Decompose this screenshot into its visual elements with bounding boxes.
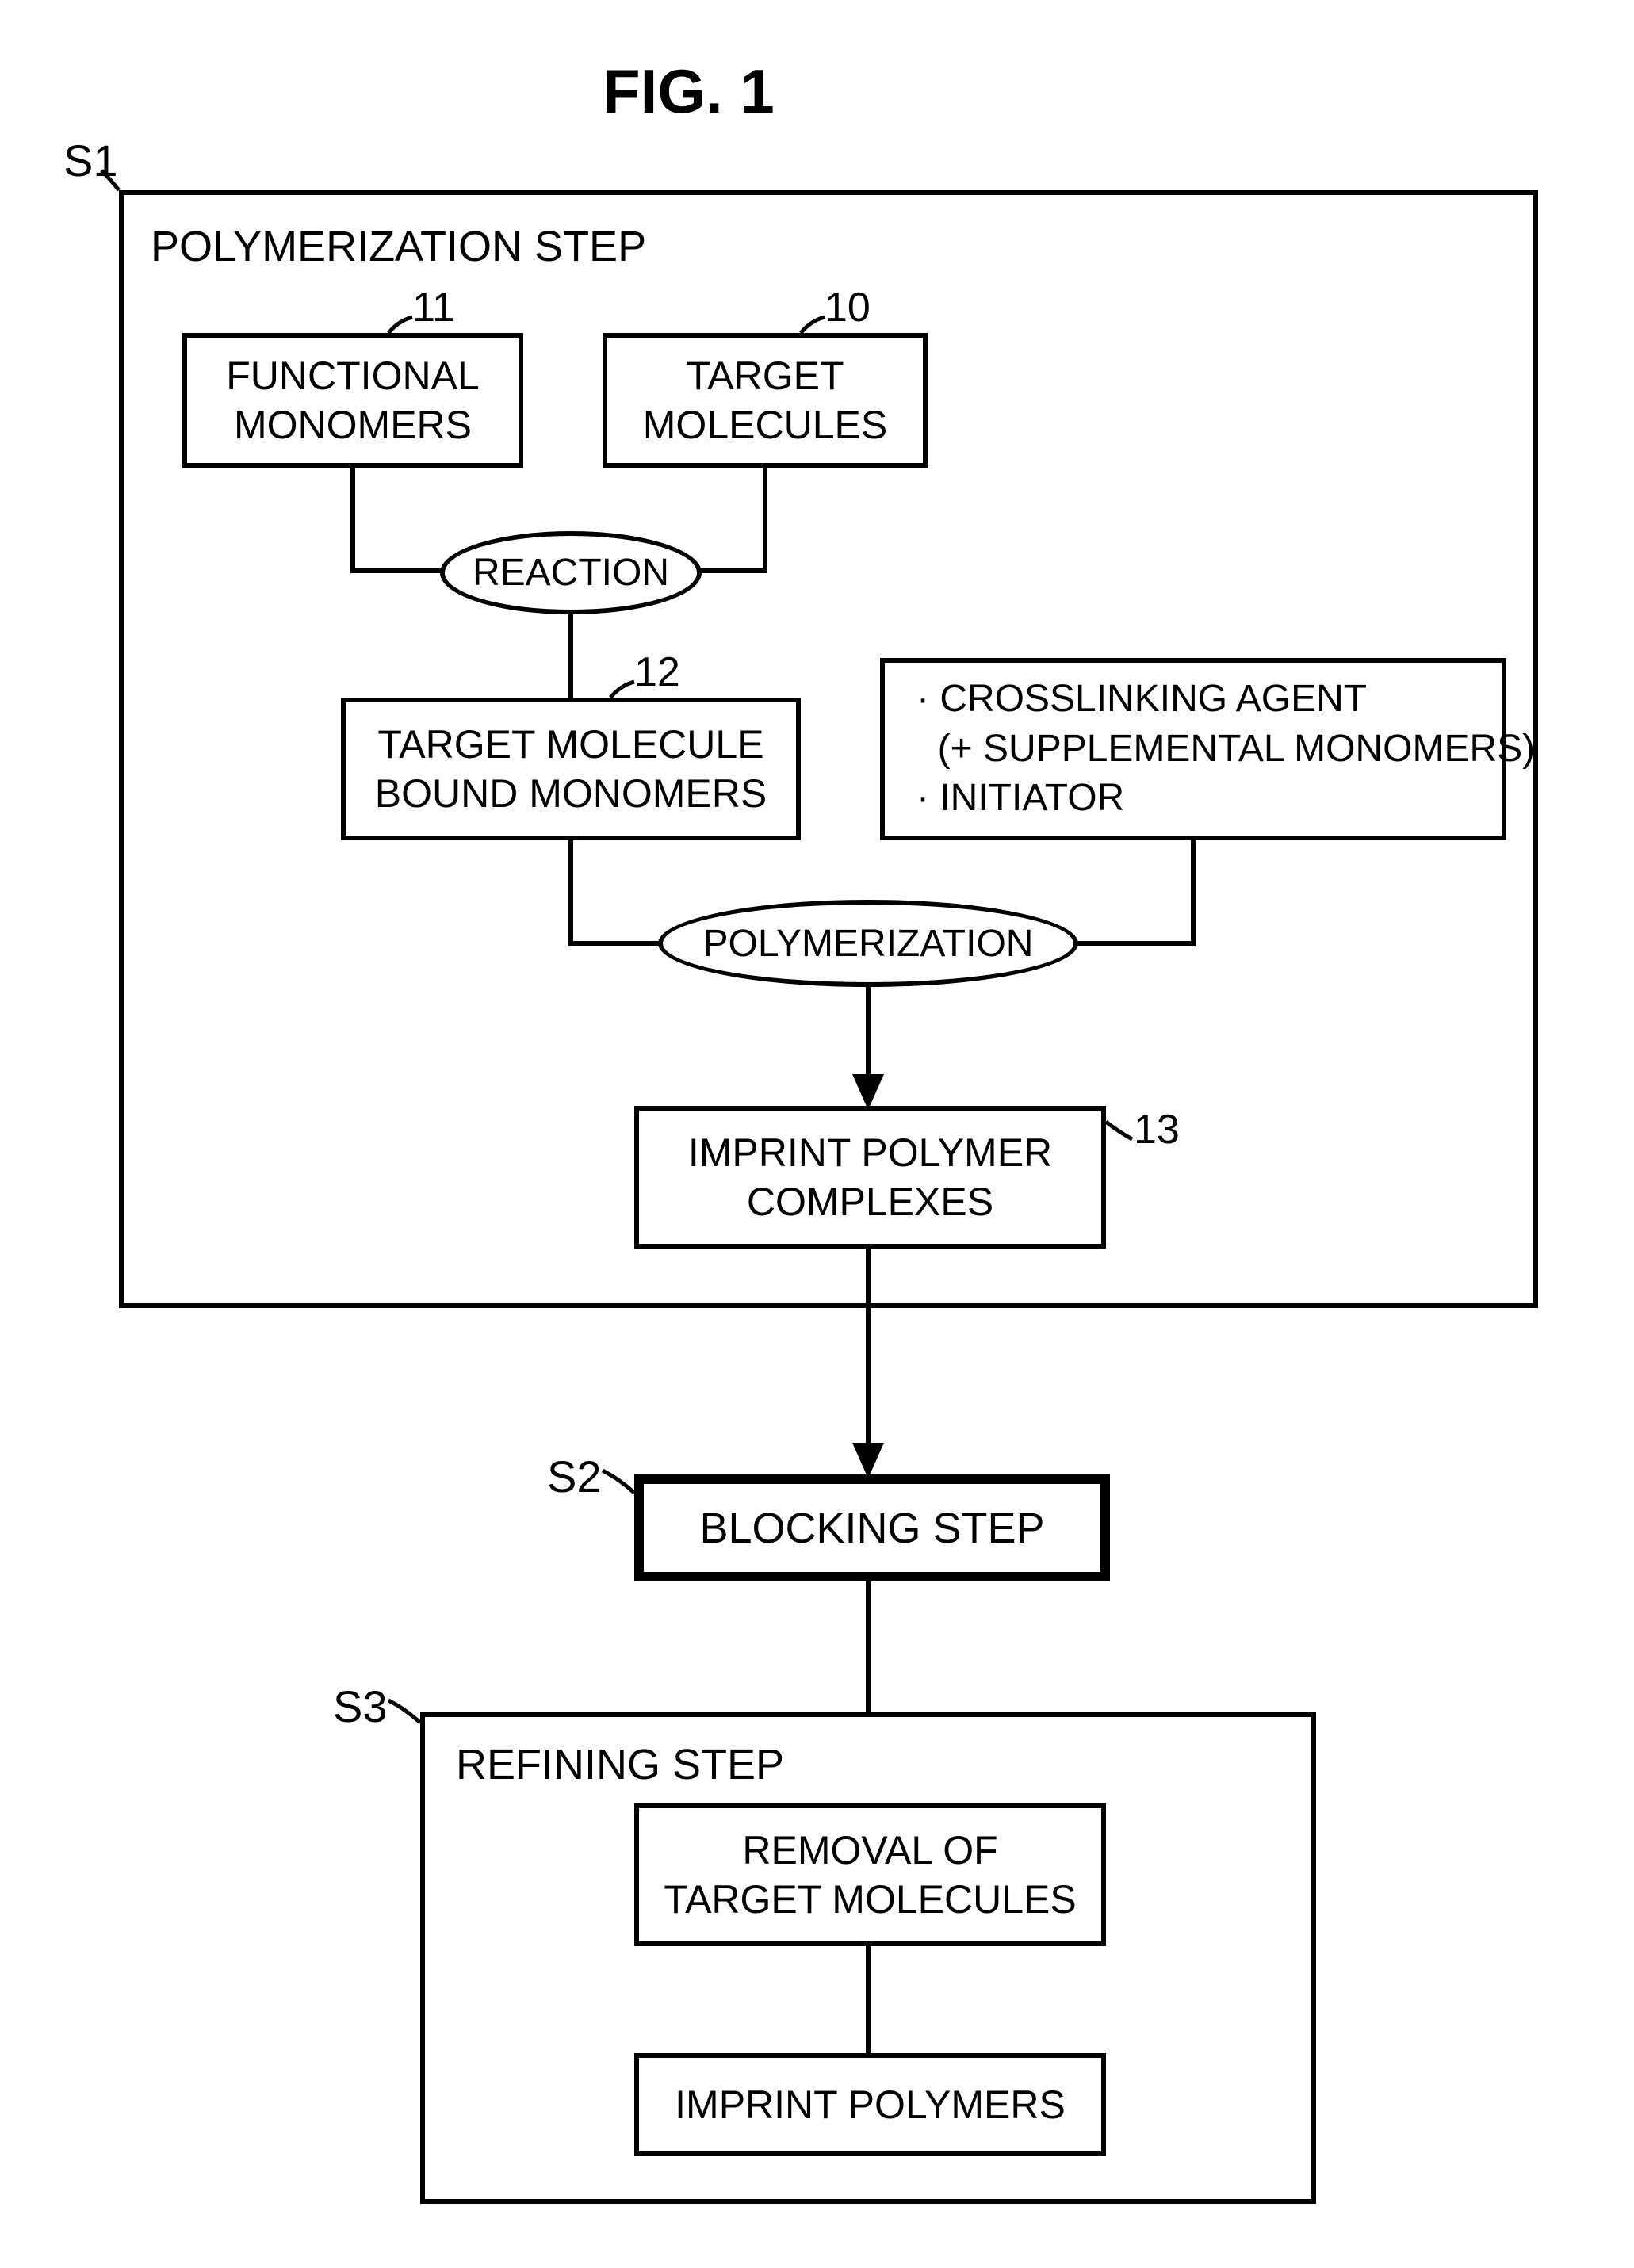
removal-to-imprint [0, 0, 1634, 2268]
imprint-polymers-box: IMPRINT POLYMERS [634, 2053, 1106, 2156]
page-root: FIG. 1 POLYMERIZATION STEP S1 FUNCTIONAL… [0, 0, 1634, 2268]
